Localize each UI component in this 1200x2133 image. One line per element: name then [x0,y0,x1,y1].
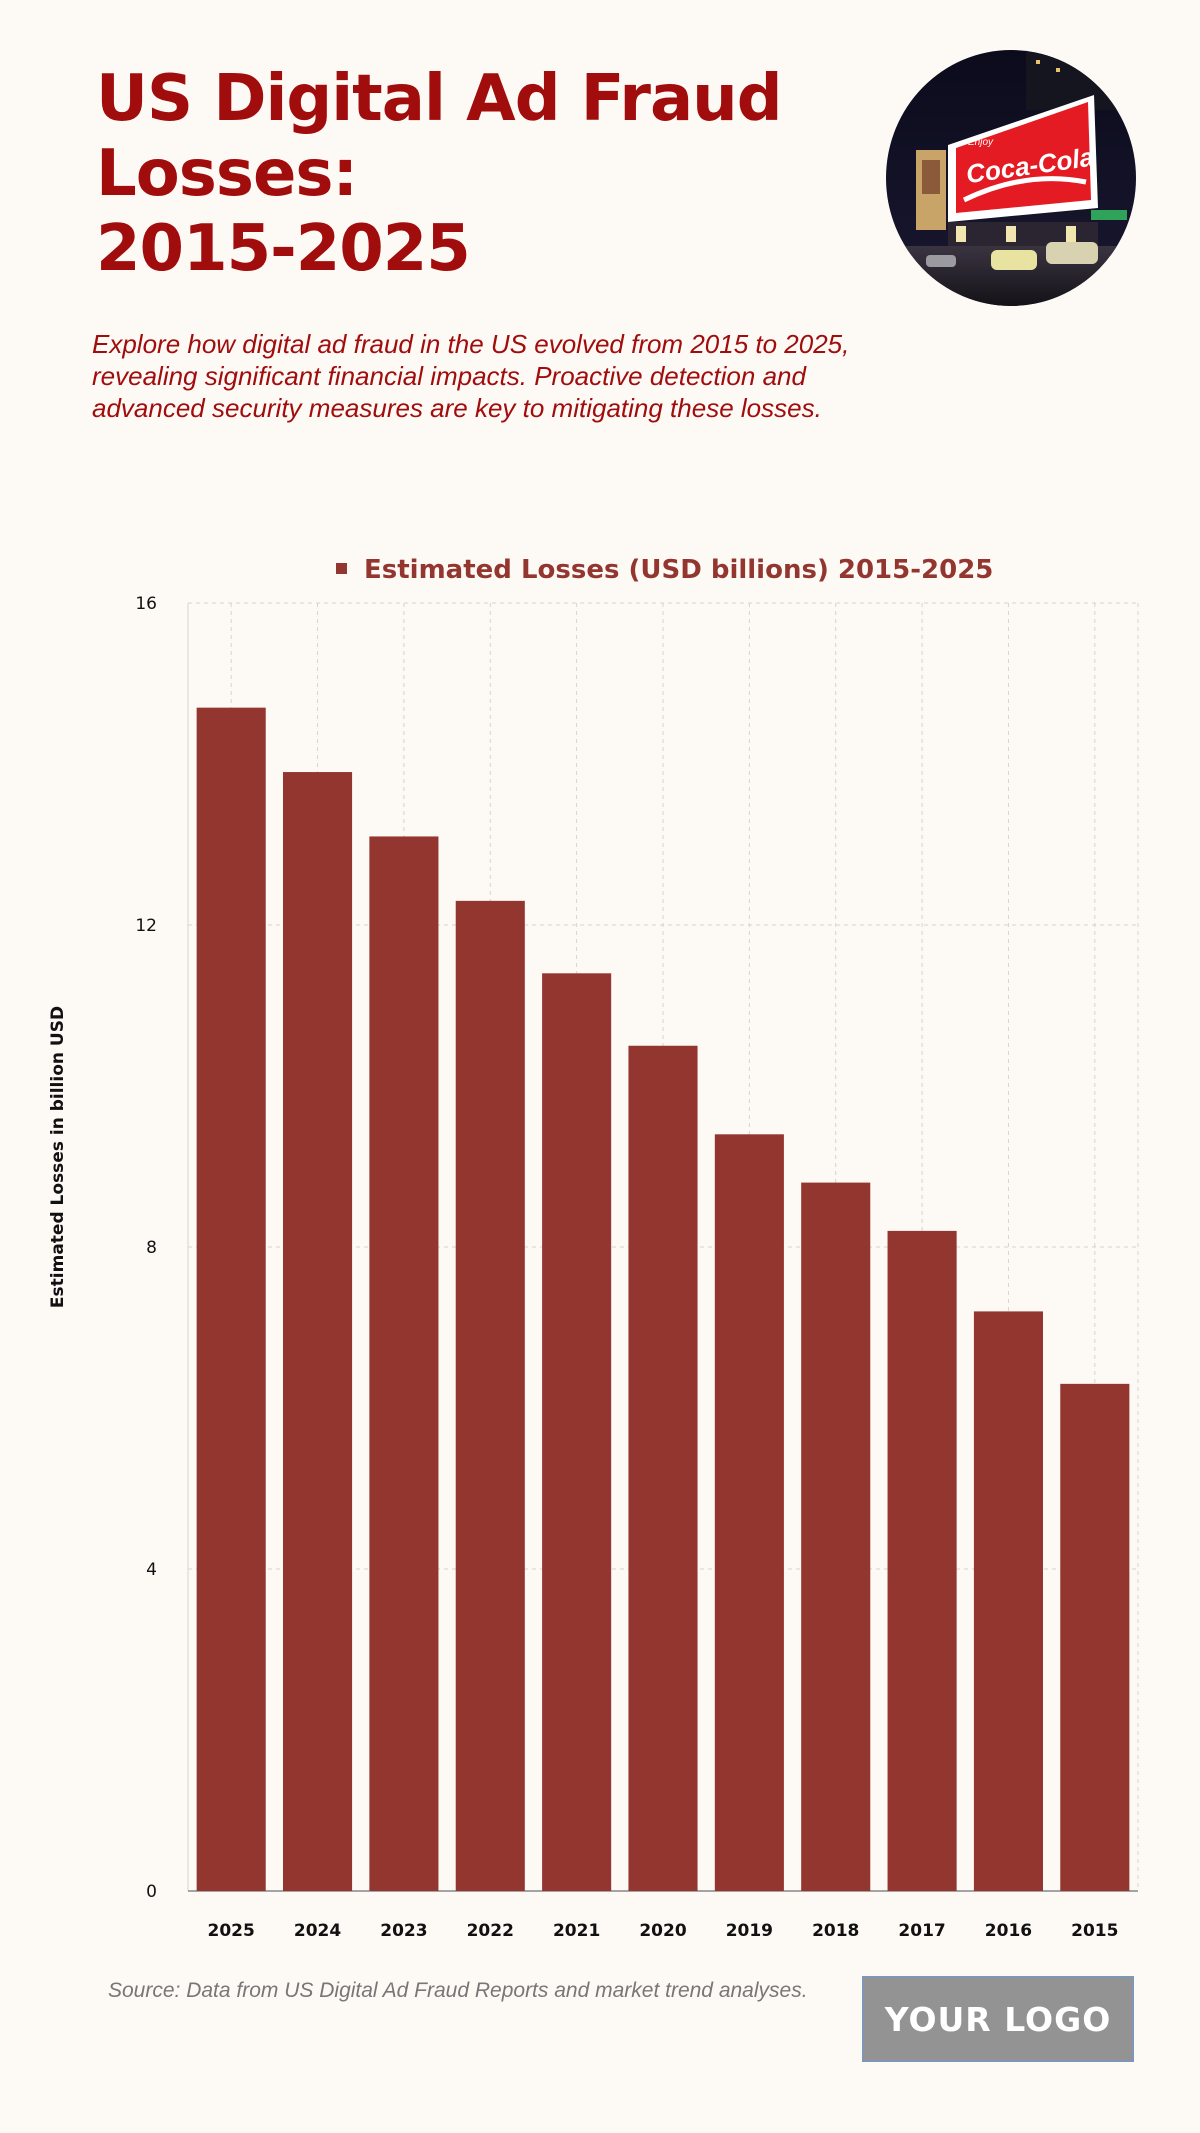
x-tick-label: 2016 [985,1921,1032,1941]
bar-2023 [369,836,439,1892]
x-tick-label: 2022 [467,1921,514,1941]
billboard-tagline: Enjoy [968,137,994,148]
bar-2016 [973,1311,1043,1891]
title-line-3: 2015-2025 [96,212,471,286]
x-tick-label: 2020 [639,1921,686,1941]
y-tick-label: 12 [135,916,157,936]
legend-label: Estimated Losses (USD billions) 2015-202… [364,555,993,585]
bar-2015 [1060,1383,1130,1891]
bar-2025 [196,707,266,1891]
y-axis-title: Estimated Losses in billion USD [48,1006,68,1308]
chart-bars [196,707,1130,1892]
bar-2024 [283,772,353,1891]
bar-chart: 0 4 8 12 16 2025 2024 2023 2022 2021 2020 2019 2018 2… [48,555,1139,1941]
source-note: Source: Data from US Digital Ad Fraud Re… [108,1979,808,2002]
y-tick-label: 4 [146,1560,157,1580]
bar-2017 [887,1230,957,1891]
x-tick-label: 2025 [208,1921,255,1941]
logo-text: YOUR LOGO [884,1999,1112,2039]
x-tick-label: 2018 [812,1921,859,1941]
bar-2022 [455,900,525,1891]
title-line-1: US Digital Ad Fraud [96,62,783,136]
billboard-photo: Enjoy Coca-Cola [886,50,1136,306]
x-tick-label: 2017 [898,1921,945,1941]
x-tick-label: 2015 [1071,1921,1118,1941]
x-tick-label: 2023 [380,1921,427,1941]
y-tick-label: 0 [146,1882,157,1902]
bar-2019 [714,1134,784,1891]
subtitle: Explore how digital ad fraud in the US e… [92,329,850,423]
title-line-2: Losses: [96,137,358,211]
x-tick-label: 2021 [553,1921,600,1941]
logo-placeholder: YOUR LOGO [862,1976,1134,2062]
bar-2020 [628,1045,698,1891]
y-tick-label: 16 [135,594,157,614]
bar-2021 [542,973,612,1891]
x-tick-label: 2019 [726,1921,773,1941]
y-tick-label: 8 [146,1238,157,1258]
page-title: US Digital Ad Fraud Losses: 2015-2025 [96,62,816,287]
legend-swatch [336,563,347,574]
chart-labels: 0 4 8 12 16 2025 2024 2023 2022 2021 2020 2019 2018 2… [135,594,1118,1941]
x-tick-label: 2024 [294,1921,341,1941]
bar-2018 [801,1182,871,1891]
